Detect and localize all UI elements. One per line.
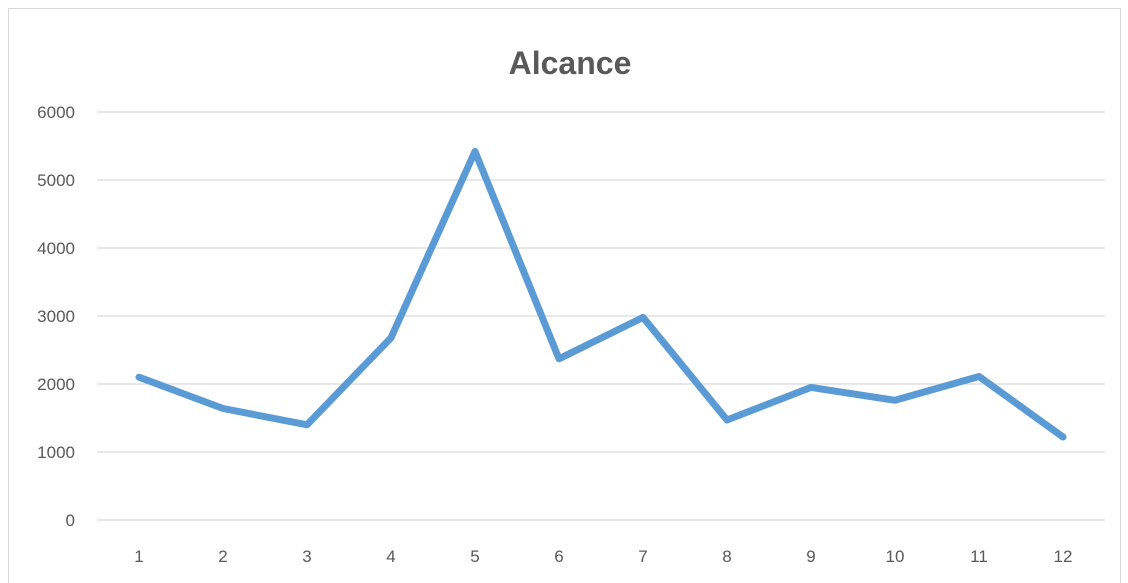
- y-tick-label: 0: [66, 511, 75, 530]
- y-tick-label: 1000: [37, 443, 75, 462]
- y-axis-ticks: 0 1000 2000 3000 4000 5000 6000: [37, 103, 75, 530]
- chart-frame: [8, 8, 1121, 583]
- x-axis-ticks: 1 2 3 4 5 6 7 8 9 10 11 12: [134, 547, 1072, 566]
- x-tick-label: 12: [1054, 547, 1073, 566]
- y-tick-label: 2000: [37, 375, 75, 394]
- x-tick-label: 10: [886, 547, 905, 566]
- series-group: [135, 147, 1067, 441]
- x-tick-label: 5: [470, 547, 479, 566]
- y-tick-label: 6000: [37, 103, 75, 122]
- x-tick-label: 7: [638, 547, 647, 566]
- x-tick-label: 3: [302, 547, 311, 566]
- series-line: [135, 147, 1067, 441]
- x-tick-label: 4: [386, 547, 395, 566]
- x-tick-label: 9: [806, 547, 815, 566]
- x-tick-label: 11: [970, 547, 988, 566]
- x-tick-label: 6: [554, 547, 563, 566]
- x-tick-label: 8: [722, 547, 731, 566]
- y-tick-label: 5000: [37, 171, 75, 190]
- gridlines: [97, 111, 1105, 521]
- x-tick-label: 1: [134, 547, 143, 566]
- x-tick-label: 2: [218, 547, 227, 566]
- y-tick-label: 4000: [37, 239, 75, 258]
- chart-title: Alcance: [509, 45, 632, 81]
- y-tick-label: 3000: [37, 307, 75, 326]
